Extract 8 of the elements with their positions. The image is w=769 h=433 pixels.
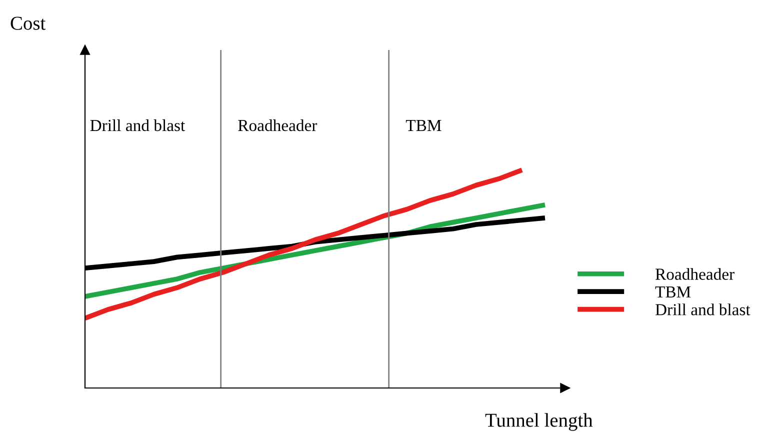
text: TBM: [406, 120, 442, 131]
text: Cost: [10, 16, 46, 30]
x-axis-title: Tunnel length: [485, 413, 593, 431]
text: Drill and blast: [90, 119, 186, 132]
legend-label: Roadheader: [655, 268, 734, 280]
legend-label: TBM: [655, 286, 691, 298]
text: Roadheader: [238, 119, 318, 132]
legend-label: Drill and blast: [655, 304, 750, 316]
